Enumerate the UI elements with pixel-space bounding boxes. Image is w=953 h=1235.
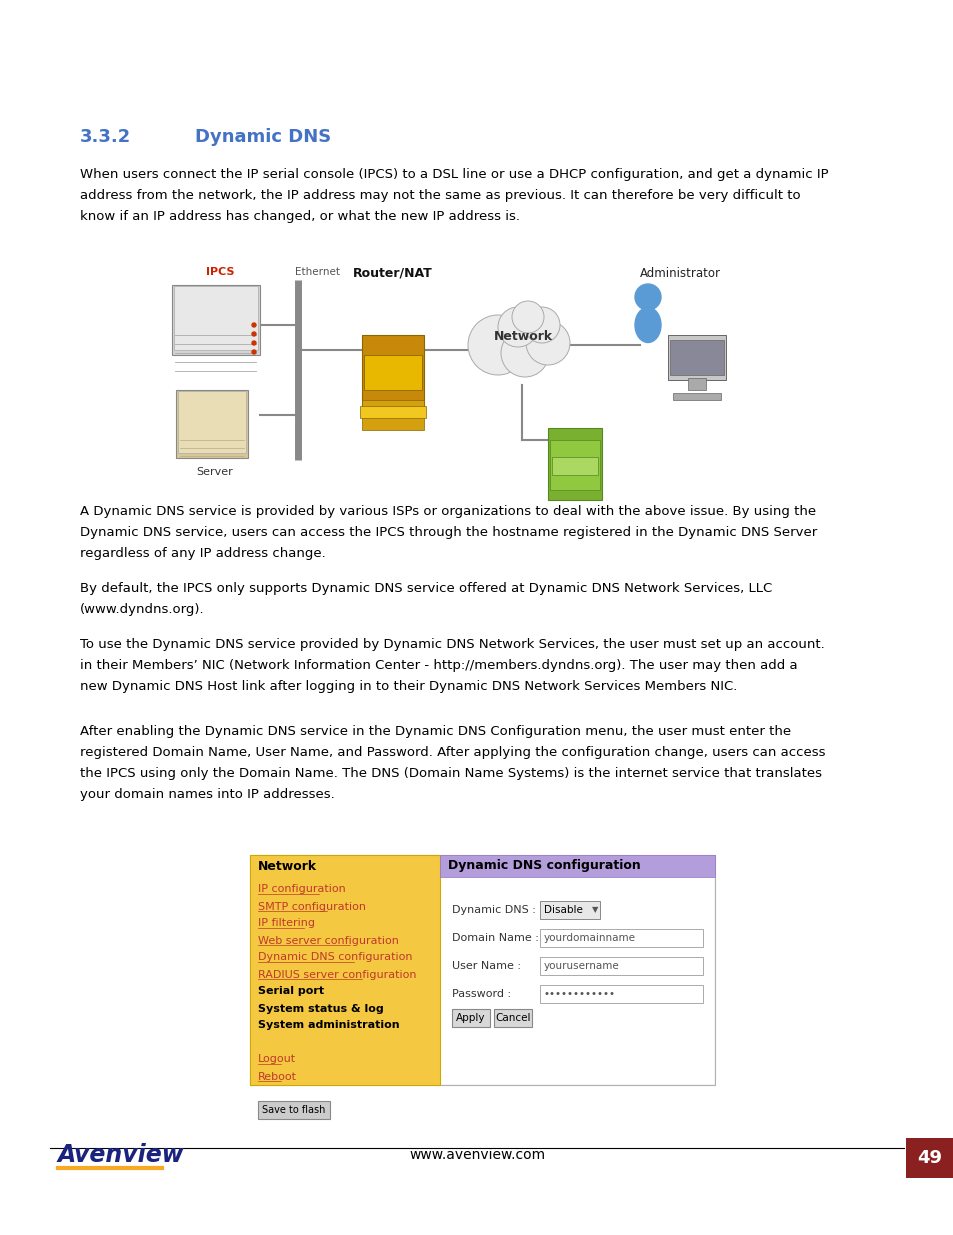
Text: Network: Network xyxy=(257,860,316,872)
Bar xyxy=(178,391,246,453)
Bar xyxy=(173,287,257,350)
Text: SMTP configuration: SMTP configuration xyxy=(257,902,366,911)
Text: Reboot: Reboot xyxy=(257,1072,296,1082)
Text: Ethernet: Ethernet xyxy=(294,267,339,277)
Text: When users connect the IP serial console (IPCS) to a DSL line or use a DHCP conf: When users connect the IP serial console… xyxy=(80,168,828,182)
Text: A Dynamic DNS service is provided by various ISPs or organizations to deal with : A Dynamic DNS service is provided by var… xyxy=(80,505,815,517)
Text: www.avenview.com: www.avenview.com xyxy=(409,1149,544,1162)
Text: Web server configuration: Web server configuration xyxy=(257,935,398,946)
Text: Logout: Logout xyxy=(257,1055,295,1065)
Text: Dynamic DNS configuration: Dynamic DNS configuration xyxy=(448,860,640,872)
Bar xyxy=(547,429,601,500)
Bar xyxy=(905,1137,953,1178)
Text: 3.3.2: 3.3.2 xyxy=(80,128,132,146)
Bar xyxy=(539,986,702,1003)
Text: To use the Dynamic DNS service provided by Dynamic DNS Network Services, the use: To use the Dynamic DNS service provided … xyxy=(80,638,824,651)
Bar xyxy=(539,902,599,919)
Text: Dynamic DNS: Dynamic DNS xyxy=(194,128,331,146)
Text: Save to flash: Save to flash xyxy=(262,1105,325,1115)
Text: Dynamic DNS service, users can access the IPCS through the hostname registered i: Dynamic DNS service, users can access th… xyxy=(80,526,817,538)
Bar xyxy=(552,457,598,475)
Text: Apply: Apply xyxy=(456,1013,485,1023)
Text: Avenview: Avenview xyxy=(58,1144,185,1167)
Circle shape xyxy=(500,329,548,377)
Circle shape xyxy=(497,308,537,347)
Text: address from the network, the IP address may not the same as previous. It can th: address from the network, the IP address… xyxy=(80,189,800,203)
Circle shape xyxy=(252,332,255,336)
Bar xyxy=(550,440,599,490)
Text: Network: Network xyxy=(493,331,552,343)
Text: in their Members’ NIC (Network Information Center - http://members.dyndns.org). : in their Members’ NIC (Network Informati… xyxy=(80,659,797,672)
Bar xyxy=(439,855,714,877)
Text: After enabling the Dynamic DNS service in the Dynamic DNS Configuration menu, th: After enabling the Dynamic DNS service i… xyxy=(80,725,790,739)
Text: the IPCS using only the Domain Name. The DNS (Domain Name Systems) is the intern: the IPCS using only the Domain Name. The… xyxy=(80,767,821,781)
Bar xyxy=(672,393,720,400)
Text: (www.dyndns.org).: (www.dyndns.org). xyxy=(80,603,204,616)
Text: yourusername: yourusername xyxy=(543,961,619,971)
Text: your domain names into IP addresses.: your domain names into IP addresses. xyxy=(80,788,335,802)
Text: Server: Server xyxy=(196,467,233,477)
Circle shape xyxy=(523,308,559,343)
Bar xyxy=(250,855,714,1086)
Circle shape xyxy=(252,350,255,354)
Bar xyxy=(359,406,426,417)
Text: Dynamic DNS :: Dynamic DNS : xyxy=(452,905,536,915)
Bar xyxy=(361,400,423,430)
Text: registered Domain Name, User Name, and Password. After applying the configuratio: registered Domain Name, User Name, and P… xyxy=(80,746,824,760)
Bar xyxy=(250,855,439,1086)
Circle shape xyxy=(525,321,569,366)
Text: System status & log: System status & log xyxy=(257,1004,383,1014)
Circle shape xyxy=(512,301,543,333)
Text: DDNS: DDNS xyxy=(558,459,592,473)
Bar xyxy=(257,1100,330,1119)
Text: ▼: ▼ xyxy=(592,905,598,914)
Text: new Dynamic DNS Host link after logging in to their Dynamic DNS Network Services: new Dynamic DNS Host link after logging … xyxy=(80,680,737,693)
Bar xyxy=(172,285,260,354)
Text: User Name :: User Name : xyxy=(452,961,520,971)
Text: Router/NAT: Router/NAT xyxy=(353,267,433,280)
Text: yourdomainname: yourdomainname xyxy=(543,932,636,944)
Bar xyxy=(494,1009,532,1028)
Text: Disable: Disable xyxy=(543,905,582,915)
Ellipse shape xyxy=(635,308,660,342)
Bar xyxy=(439,877,714,1086)
Bar xyxy=(687,378,705,390)
Text: Password :: Password : xyxy=(452,989,511,999)
Text: Serial port: Serial port xyxy=(257,987,324,997)
Circle shape xyxy=(252,324,255,327)
Text: IP filtering: IP filtering xyxy=(257,919,314,929)
Text: ••••••••••••: •••••••••••• xyxy=(543,989,616,999)
Text: Administrator: Administrator xyxy=(639,267,720,280)
Text: know if an IP address has changed, or what the new IP address is.: know if an IP address has changed, or wh… xyxy=(80,210,519,224)
Text: System administration: System administration xyxy=(257,1020,399,1030)
Bar xyxy=(364,354,421,390)
Circle shape xyxy=(252,341,255,345)
Text: 49: 49 xyxy=(917,1149,942,1167)
Bar xyxy=(539,929,702,947)
Circle shape xyxy=(468,315,527,375)
Bar xyxy=(667,335,725,380)
Circle shape xyxy=(635,284,660,310)
Bar xyxy=(669,340,723,375)
Bar xyxy=(361,335,423,415)
Text: Cancel: Cancel xyxy=(495,1013,530,1023)
Text: Dynamic DNS configuration: Dynamic DNS configuration xyxy=(257,952,412,962)
Bar xyxy=(175,390,248,458)
Bar xyxy=(452,1009,490,1028)
Text: regardless of any IP address change.: regardless of any IP address change. xyxy=(80,547,325,559)
Text: Domain Name :: Domain Name : xyxy=(452,932,538,944)
Text: By default, the IPCS only supports Dynamic DNS service offered at Dynamic DNS Ne: By default, the IPCS only supports Dynam… xyxy=(80,582,771,595)
Text: IPCS: IPCS xyxy=(206,267,234,277)
Text: IP configuration: IP configuration xyxy=(257,884,345,894)
Bar xyxy=(539,957,702,974)
Text: RADIUS server configuration: RADIUS server configuration xyxy=(257,969,416,979)
